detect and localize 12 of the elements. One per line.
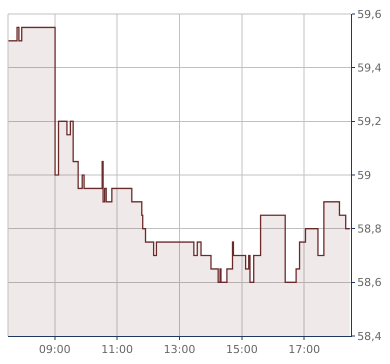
x-tick-label: 13:00 [164, 343, 196, 356]
x-tick-label: 17:00 [288, 343, 320, 356]
y-tick-label: 58,4 [357, 330, 382, 343]
y-tick-label: 59,4 [357, 62, 382, 75]
y-tick-label: 58,6 [357, 276, 382, 290]
y-tick-label: 59,2 [357, 115, 382, 128]
x-tick-label: 15:00 [226, 343, 258, 356]
y-tick-label: 59 [357, 168, 372, 182]
x-tick-label: 09:00 [38, 343, 71, 356]
x-tick-label: 11:00 [101, 343, 133, 356]
y-tick-label: 59,6 [357, 8, 382, 21]
y-tick-label: 58,8 [357, 222, 382, 236]
